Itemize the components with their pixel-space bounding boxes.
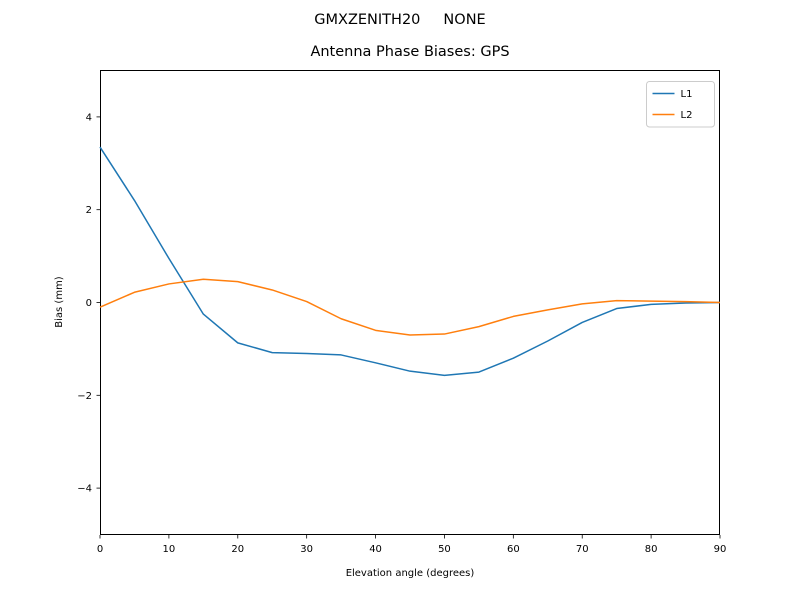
legend-label-l2: L2 — [681, 110, 693, 121]
y-axis-label: Bias (mm) — [54, 276, 65, 328]
legend: L1 L2 — [646, 81, 715, 128]
figure-suptitle: GMXZENITH20 NONE — [314, 12, 486, 28]
legend-label-l1: L1 — [681, 89, 693, 100]
x-tick-label: 20 — [231, 544, 244, 555]
x-tick-label: 10 — [163, 544, 176, 555]
x-tick-label: 40 — [369, 544, 382, 555]
y-tick-label: −2 — [77, 391, 92, 402]
x-tick-label: 70 — [576, 544, 589, 555]
axis-ticks: 0 10 20 30 40 50 60 70 80 90 −4 −2 0 2 4 — [77, 112, 726, 555]
series-line-l1 — [99, 146, 721, 377]
y-tick-label: 0 — [86, 298, 92, 309]
x-tick-label: 90 — [714, 544, 727, 555]
y-tick-label: −4 — [77, 484, 92, 495]
chart-title: Antenna Phase Biases: GPS — [310, 44, 510, 60]
x-tick-label: 80 — [645, 544, 658, 555]
y-tick-label: 4 — [86, 112, 92, 123]
x-tick-label: 50 — [438, 544, 451, 555]
x-axis-label: Elevation angle (degrees) — [346, 568, 475, 579]
y-tick-label: 2 — [86, 205, 92, 216]
x-tick-label: 0 — [97, 544, 103, 555]
x-tick-label: 60 — [507, 544, 520, 555]
series-lines — [99, 146, 721, 377]
x-tick-label: 30 — [300, 544, 313, 555]
plot-border — [100, 70, 720, 535]
series-line-l2 — [99, 278, 721, 336]
